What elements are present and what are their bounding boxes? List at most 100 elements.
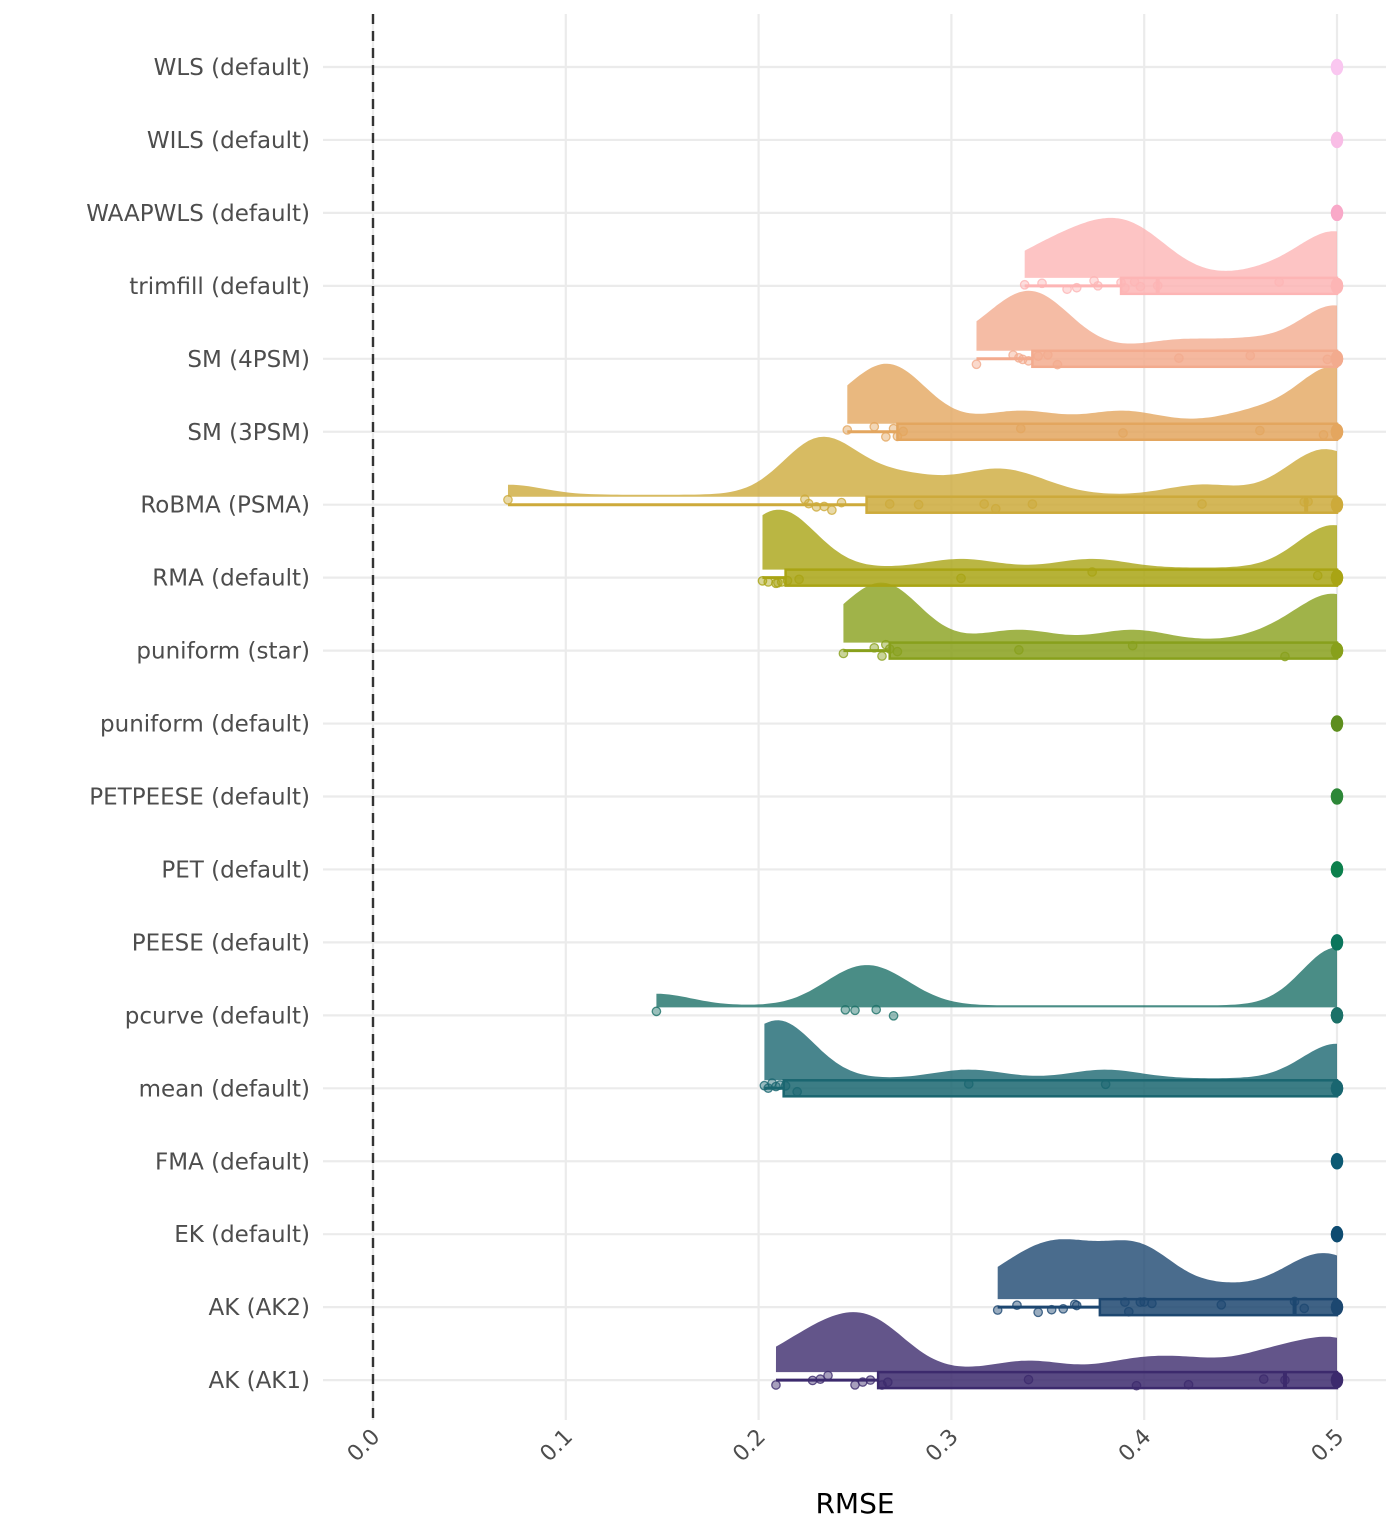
data-point	[1330, 715, 1344, 732]
x-axis-title: RMSE	[815, 1487, 894, 1520]
density-clouds	[507, 217, 1338, 1373]
data-point	[1118, 428, 1128, 438]
data-point	[992, 1305, 1003, 1315]
data-point	[1330, 1299, 1344, 1316]
box-iqr	[896, 422, 1339, 441]
data-point	[1280, 651, 1290, 662]
data-point	[1023, 1374, 1034, 1385]
data-point	[880, 432, 891, 442]
x-tick-label: 0.2	[728, 1425, 770, 1467]
data-point	[842, 425, 853, 435]
data-point	[1071, 282, 1082, 293]
data-point	[1071, 1300, 1082, 1311]
data-point	[827, 505, 837, 516]
y-axis-label: puniform (star)	[136, 639, 310, 665]
data-point	[979, 499, 990, 509]
data-point	[1330, 1007, 1344, 1024]
y-axis-label: WLS (default)	[154, 55, 310, 81]
data-point	[1303, 496, 1313, 507]
data-point	[871, 1004, 882, 1015]
data-point	[1330, 788, 1344, 805]
data-point	[1120, 283, 1130, 293]
data-point	[840, 1004, 851, 1015]
box-iqr	[865, 495, 1339, 514]
x-tick-label: 0.1	[536, 1425, 578, 1467]
box-iqr	[1031, 349, 1339, 369]
data-point	[1330, 1153, 1344, 1170]
data-point	[1312, 570, 1323, 581]
data-point	[1058, 1303, 1069, 1314]
data-point	[1330, 277, 1344, 295]
y-axis-label: AK (AK2)	[208, 1295, 310, 1321]
data-point	[651, 1006, 662, 1017]
density-cloud	[775, 1312, 1337, 1373]
data-point	[1330, 204, 1344, 222]
data-point	[1014, 645, 1024, 655]
y-axis-label: WAAPWLS (default)	[86, 201, 310, 227]
density-cloud	[762, 509, 1337, 570]
data-point	[882, 1377, 893, 1388]
data-point	[888, 423, 899, 434]
data-point	[1023, 356, 1034, 366]
data-point	[857, 1377, 868, 1387]
data-point	[1042, 349, 1053, 360]
density-cloud	[843, 582, 1337, 643]
data-point	[1330, 423, 1344, 440]
boxplots	[507, 276, 1339, 1390]
data-point	[1012, 1300, 1022, 1311]
data-point	[780, 1081, 791, 1091]
data-point	[1245, 350, 1256, 361]
density-cloud	[507, 436, 1338, 497]
density-cloud	[997, 1239, 1337, 1300]
y-axis-label: AK (AK1)	[208, 1368, 310, 1394]
density-cloud	[764, 1020, 1337, 1081]
y-axis-label: puniform (default)	[100, 712, 310, 738]
data-point	[1027, 499, 1038, 509]
box-iqr	[888, 641, 1339, 660]
y-axis-label: PETPEESE (default)	[89, 785, 310, 811]
data-point	[1037, 278, 1047, 289]
data-point	[1174, 353, 1184, 363]
data-point	[823, 1370, 833, 1381]
data-point	[1216, 1299, 1227, 1310]
data-point	[1322, 354, 1333, 365]
data-point	[1183, 1379, 1194, 1390]
density-cloud	[847, 363, 1337, 424]
data-point	[913, 499, 924, 510]
data-point	[1330, 1371, 1344, 1389]
data-point	[971, 359, 982, 370]
data-point	[1280, 1375, 1290, 1385]
data-point	[1152, 280, 1163, 291]
grid-lines	[323, 14, 1386, 1420]
data-point	[1330, 642, 1344, 659]
density-cloud	[656, 947, 1337, 1008]
data-point	[1127, 640, 1138, 651]
x-tick-label: 0.5	[1307, 1425, 1349, 1467]
data-point	[807, 1375, 818, 1386]
data-point	[1289, 1296, 1300, 1307]
data-point	[850, 1005, 860, 1016]
x-axis-ticks: 0.0 0.1 0.2 0.3 0.4 0.5	[343, 1425, 1349, 1467]
y-axis-label: trimfill (default)	[129, 274, 310, 300]
data-point	[1330, 934, 1344, 951]
data-point	[1135, 281, 1146, 292]
y-axis-label: SM (4PSM)	[187, 347, 310, 373]
data-point	[877, 651, 887, 661]
data-point	[956, 573, 966, 584]
data-point	[1330, 861, 1344, 878]
x-tick-label: 0.4	[1114, 1425, 1156, 1467]
data-point	[1033, 351, 1044, 362]
y-axis-labels: WLS (default) WILS (default) WAAPWLS (defa…	[86, 55, 310, 1394]
data-point	[836, 497, 847, 508]
data-point	[865, 1375, 876, 1385]
data-point	[1120, 1297, 1130, 1307]
y-axis-label: pcurve (default)	[125, 1003, 310, 1029]
data-point	[782, 575, 793, 586]
data-point	[792, 1086, 803, 1097]
data-point	[1019, 279, 1030, 290]
y-axis-label: RMA (default)	[152, 566, 310, 592]
data-point	[963, 1079, 974, 1089]
data-point	[1274, 277, 1285, 287]
data-point	[815, 1374, 826, 1385]
